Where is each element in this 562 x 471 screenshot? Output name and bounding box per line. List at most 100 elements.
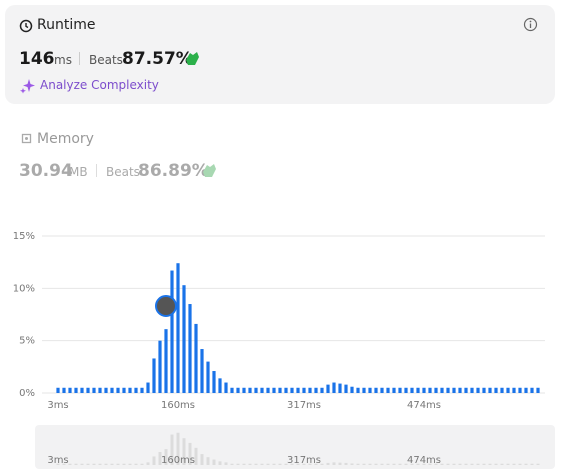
bar [140,387,144,393]
brush-bar [290,463,294,465]
brush-bar [56,463,60,465]
bar [188,304,192,393]
bar [230,387,234,393]
brush-bar [92,463,96,465]
bar [134,387,138,393]
y-tick-label: 5% [19,336,35,347]
brush-bar [266,463,270,465]
clock-icon [19,19,33,33]
bar [494,387,498,393]
brush-bar [158,452,162,465]
brush-bar [104,463,108,465]
brush-bar [314,463,318,465]
bar [284,387,288,393]
bar [482,387,486,393]
brush-bar [470,463,474,465]
bar [278,387,282,393]
bar [416,387,420,393]
bar [104,387,108,393]
bar [422,387,426,393]
bar [116,387,120,393]
bar [158,340,162,393]
brush-bar [176,432,180,465]
x-tick-label: 3ms [47,400,68,411]
beats-label: Beats [106,165,140,179]
x-tick-label: 317ms [287,400,321,411]
bar [86,387,90,393]
bar [236,387,240,393]
bar [224,382,228,393]
bar [80,387,84,393]
brush-bar [374,463,378,465]
chip-icon [21,133,32,144]
bar [68,387,72,393]
bar [458,387,462,393]
brush-bar [350,463,354,465]
brush-bar [110,463,114,465]
brush-bar [380,463,384,465]
runtime-beats: 87.57% [122,49,193,69]
bar [218,378,222,393]
bar [374,387,378,393]
bar [434,387,438,393]
brush-bar [128,463,132,465]
y-tick-label: 10% [13,283,35,294]
bar [392,387,396,393]
brush-bar [188,442,192,465]
bar [386,387,390,393]
bar [56,387,60,393]
bar [350,386,354,393]
bar [338,383,342,393]
bar [314,387,318,393]
bar [296,387,300,393]
analyze-complexity-button[interactable]: Analyze Complexity [40,78,159,92]
bar [164,329,168,393]
brush-tick-label: 160ms [161,455,195,466]
brush-bar [74,463,78,465]
bar [362,387,366,393]
brush-bar [320,463,324,465]
sparkle-icon [20,79,35,94]
bar [506,387,510,393]
bar [170,270,174,393]
bar [524,387,528,393]
memory-unit: MB [69,165,88,179]
bar [260,387,264,393]
bar [146,382,150,393]
bar [368,387,372,393]
brush-bar [68,463,72,465]
brush-bar [404,463,408,465]
brush-bar [440,463,444,465]
brush-bar [296,463,300,465]
bar [446,387,450,393]
bar [536,387,540,393]
beats-label: Beats [89,53,123,67]
brush-bar [362,463,366,465]
x-tick-label: 160ms [161,400,195,411]
bar [152,358,156,393]
bar [62,387,66,393]
bar [200,349,204,393]
memory-beats: 86.89% [138,161,209,181]
brush-bar [140,463,144,465]
bar [326,384,330,393]
brush-bar [98,463,102,465]
bar [272,387,276,393]
brush-bar [356,463,360,465]
bar [332,382,336,393]
brush-bar [248,463,252,465]
brush-bar [536,463,540,465]
bar [398,387,402,393]
divider [79,52,80,65]
info-icon[interactable] [523,17,538,32]
brush-bar [224,462,228,465]
brush-tick-label: 3ms [47,455,68,466]
brush-bar [392,463,396,465]
bar [182,285,186,393]
bar [380,387,384,393]
brush-bar [62,463,66,465]
bar [404,387,408,393]
runtime-card: Runtime 146 ms Beats 87.57% Analyze Comp… [5,5,555,104]
